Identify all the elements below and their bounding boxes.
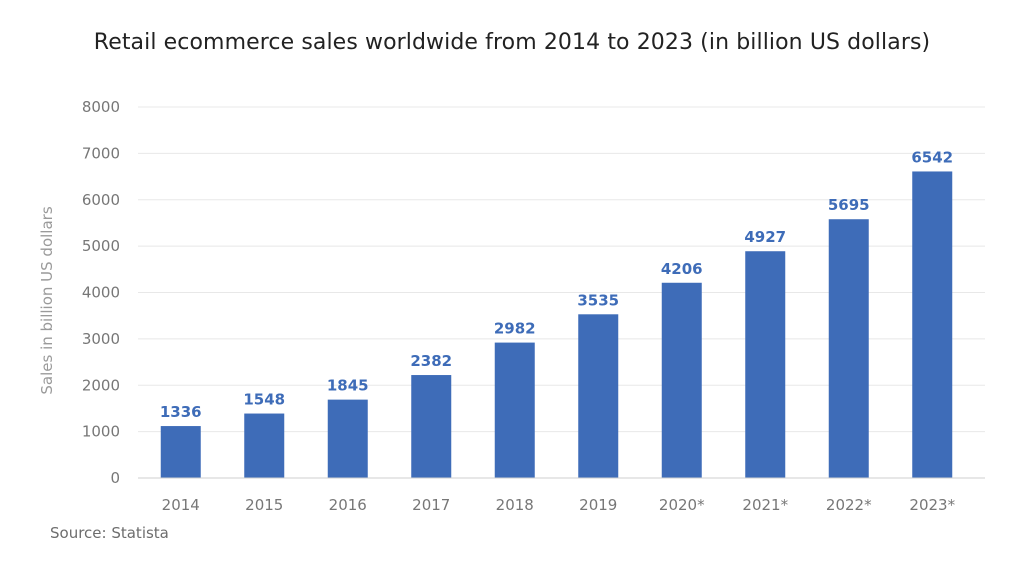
y-tick-label: 0 [110,469,120,487]
x-tick-label: 2019 [579,496,617,514]
bar-value-label: 2382 [410,352,452,370]
x-tick-label: 2016 [329,496,367,514]
bar-value-label: 1845 [327,377,369,395]
bar [828,219,869,479]
bar [327,399,368,478]
bar [494,342,535,478]
bar [912,171,953,478]
bar-value-label: 3535 [577,291,619,309]
bar-value-label: 5695 [828,196,870,214]
x-axis-ticks: 2014 2015 2016 2017 2018 2019 2020* 2021* 2022* 2… [162,496,956,514]
y-tick-label: 5000 [82,237,120,255]
y-tick-label: 6000 [82,191,120,209]
x-tick-label: 2023* [909,496,955,514]
x-tick-label: 2020* [659,496,705,514]
bar [578,314,619,478]
x-tick-label: 2014 [162,496,200,514]
bar [745,251,786,478]
x-tick-label: 2017 [412,496,450,514]
bar-value-label: 6542 [911,148,953,166]
y-tick-label: 1000 [82,423,120,441]
bar [661,282,702,478]
x-tick-label: 2021* [742,496,788,514]
bars [160,171,953,479]
bar-value-label: 4206 [661,260,703,278]
y-tick-label: 4000 [82,284,120,302]
y-tick-label: 2000 [82,376,120,394]
bar [244,413,285,478]
x-tick-label: 2015 [245,496,283,514]
bar-value-label: 1336 [160,403,202,421]
data-labels: 1336 1548 1845 2382 2982 3535 4206 4927 5695 6542 [160,148,953,421]
bar [160,426,201,478]
y-axis-ticks: 0 1000 2000 3000 4000 5000 6000 7000 8000 [82,98,120,487]
y-tick-label: 3000 [82,330,120,348]
x-tick-label: 2022* [826,496,872,514]
y-axis-title: Sales in billion US dollars [38,206,56,394]
bar [411,375,452,478]
y-tick-label: 8000 [82,98,120,116]
bar-value-label: 1548 [243,391,285,409]
bar-value-label: 2982 [494,320,536,338]
x-tick-label: 2018 [496,496,534,514]
y-tick-label: 7000 [82,144,120,162]
chart-title: Retail ecommerce sales worldwide from 20… [93,30,931,55]
bar-value-label: 4927 [744,228,786,246]
source-note: Source: Statista [50,524,169,542]
